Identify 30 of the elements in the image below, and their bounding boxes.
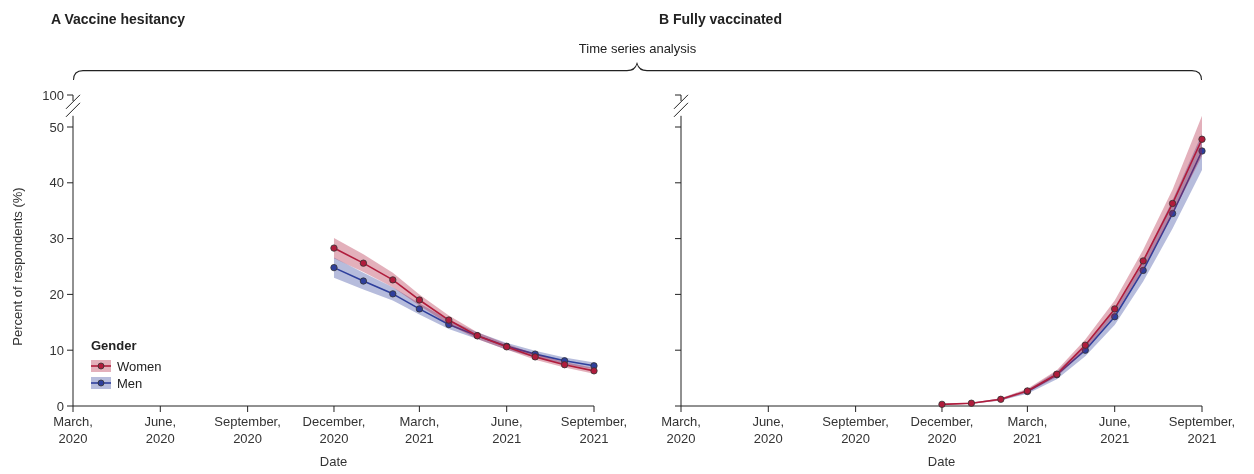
legend-label: Women	[117, 358, 162, 374]
chart-title: B Fully vaccinated	[659, 11, 782, 27]
chart-title: A Vaccine hesitancy	[51, 11, 186, 27]
x-axis-title: Date	[319, 454, 348, 469]
x-tick-label: December, 2020	[910, 414, 974, 446]
y-tick-label: 20	[49, 286, 64, 302]
x-tick-label: September, 2020	[214, 414, 281, 446]
y-tick-label: 0	[56, 398, 64, 414]
x-tick-label: March, 2021	[1007, 414, 1048, 446]
x-tick-label: September, 2021	[560, 414, 628, 446]
legend-title: Gender	[91, 338, 137, 353]
x-tick-label: June, 2021	[1098, 414, 1131, 446]
y-tick-label: 40	[49, 175, 64, 191]
x-tick-label: June, 2020	[752, 414, 785, 446]
y-tick-label: 30	[49, 231, 64, 247]
y-axis-title: Percent of respondents (%)	[10, 187, 25, 346]
x-tick-label: June, 2020	[144, 414, 177, 446]
text: Time series analysis	[578, 41, 697, 56]
x-tick-label: September, 2021	[1168, 414, 1236, 446]
text: 100	[42, 87, 64, 103]
x-tick-label: March, 2021	[399, 414, 440, 446]
legend-label: Men	[117, 375, 143, 391]
x-tick-label: June, 2021	[490, 414, 523, 446]
x-tick-label: March, 2020	[661, 414, 701, 446]
x-tick-label: September, 2020	[822, 414, 889, 446]
y-tick-label: 50	[49, 119, 64, 135]
x-tick-label: December, 2020	[302, 414, 366, 446]
x-axis-title: Date	[927, 454, 956, 469]
x-tick-label: March, 2020	[53, 414, 93, 446]
y-tick-label: 10	[49, 342, 64, 358]
